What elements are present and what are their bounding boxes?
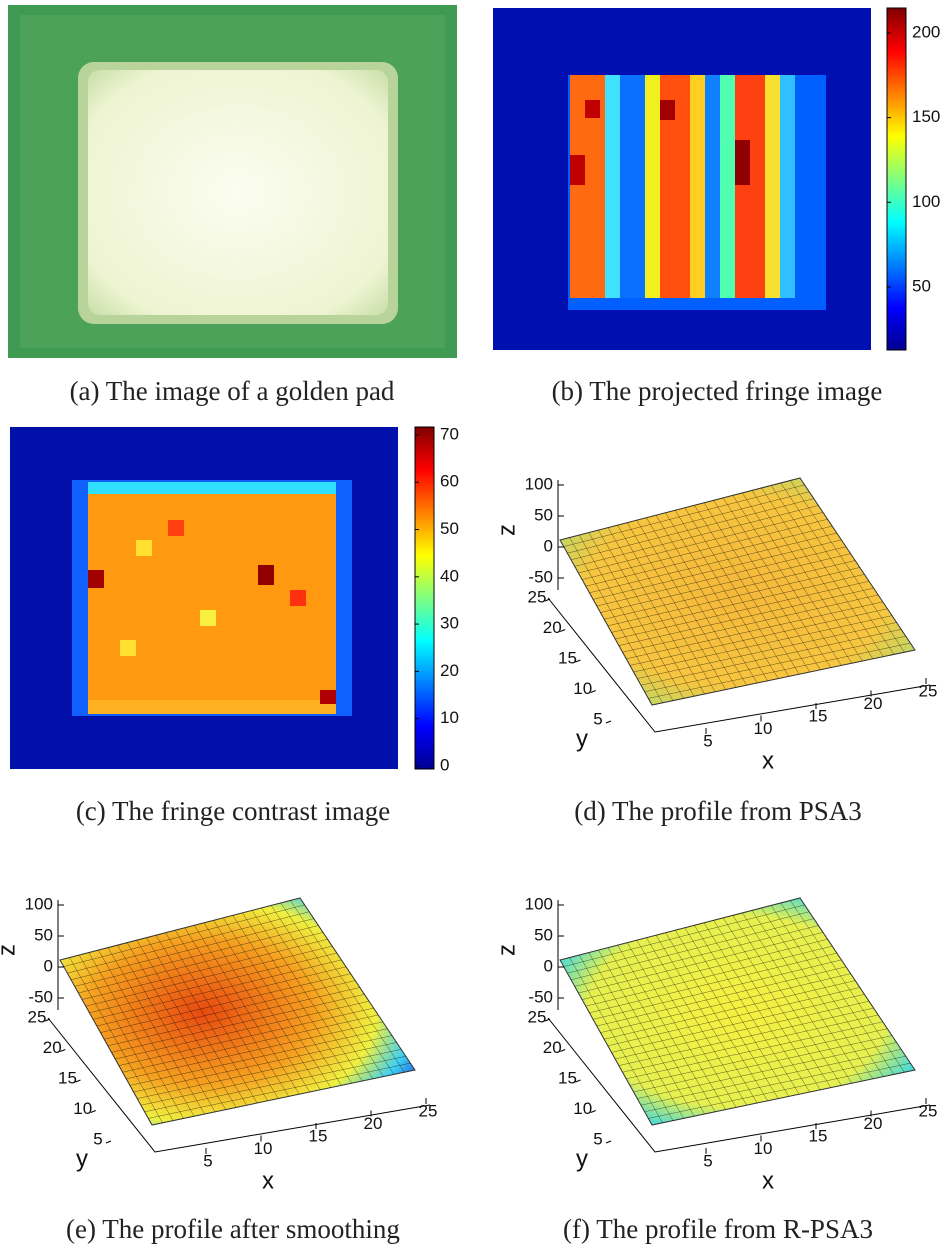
colorbar-tick-label: 60 (440, 472, 459, 491)
caption: (b) The projected fringe image (552, 376, 883, 406)
z-axis-label: z (0, 944, 20, 956)
x-tick-label: 15 (809, 706, 828, 725)
colorbar-tick-label: 200 (912, 22, 940, 41)
x-tick-label: 15 (809, 1126, 828, 1145)
surface (560, 478, 915, 705)
y-tick-label: 25 (28, 1007, 47, 1026)
y-tick-label: 15 (58, 1068, 77, 1087)
z-axis-label: z (493, 524, 520, 536)
z-axis-label: z (493, 944, 520, 956)
colorbar (887, 8, 906, 350)
colorbar-tick-label: 40 (440, 566, 459, 585)
colorbar-tick-label: 30 (440, 614, 459, 633)
z-tick-label: 100 (525, 474, 553, 493)
y-tick-label: 15 (558, 648, 577, 667)
y-tick-label: 10 (573, 1099, 592, 1118)
y-tick-label: 20 (543, 618, 562, 637)
y-tick-label: 25 (528, 1007, 547, 1026)
x-axis-label: x (762, 747, 774, 774)
colorbar-tick-label: 100 (912, 192, 940, 211)
colorbar-tick-label: 0 (440, 755, 449, 774)
colorbar-tick-label: 20 (440, 661, 459, 680)
z-tick-label: -50 (528, 987, 553, 1006)
y-tick-label: 5 (593, 709, 602, 728)
x-tick-label: 5 (703, 1151, 712, 1170)
z-tick-label: 0 (44, 956, 53, 975)
x-tick-label: 5 (703, 731, 712, 750)
x-tick-label: 10 (754, 1139, 773, 1158)
x-tick-label: 20 (864, 694, 883, 713)
surface (60, 898, 415, 1125)
fringe-image (493, 8, 871, 350)
y-tick-label: 10 (573, 679, 592, 698)
contrast-image (10, 427, 398, 769)
figure: (a) The image of a golden pad 5010015020… (0, 0, 944, 1248)
caption: (d) The profile from PSA3 (574, 796, 861, 826)
x-axis-label: x (762, 1167, 774, 1194)
x-tick-label: 15 (309, 1126, 328, 1145)
z-tick-label: -50 (28, 987, 53, 1006)
x-tick-label: 20 (364, 1114, 383, 1133)
y-axis-label: y (576, 1145, 588, 1172)
colorbar (415, 427, 434, 769)
y-tick-label: 5 (93, 1129, 102, 1148)
caption: (c) The fringe contrast image (76, 796, 390, 826)
z-tick-label: 50 (534, 505, 553, 524)
caption: (e) The profile after smoothing (66, 1214, 400, 1244)
pad-image (8, 5, 457, 358)
x-tick-label: 20 (864, 1114, 883, 1133)
colorbar-tick-label: 70 (440, 424, 459, 443)
y-tick-label: 20 (543, 1038, 562, 1057)
colorbar-tick-label: 50 (440, 519, 459, 538)
colorbar-tick-label: 10 (440, 708, 459, 727)
z-tick-label: -50 (528, 567, 553, 586)
tick-mark (606, 1141, 611, 1143)
y-axis-label: y (76, 1145, 88, 1172)
z-tick-label: 100 (525, 894, 553, 913)
y-tick-label: 20 (43, 1038, 62, 1057)
surface-plot: -50050100510152025510152025xyz (493, 474, 937, 774)
x-tick-label: 25 (919, 1101, 938, 1120)
caption: (f) The profile from R-PSA3 (563, 1214, 873, 1244)
y-tick-label: 10 (73, 1099, 92, 1118)
x-axis-label: x (262, 1167, 274, 1194)
y-tick-label: 25 (528, 587, 547, 606)
z-tick-label: 50 (34, 925, 53, 944)
y-tick-label: 15 (558, 1068, 577, 1087)
colorbar-tick-label: 50 (912, 276, 931, 295)
z-tick-label: 50 (534, 925, 553, 944)
x-tick-label: 10 (254, 1139, 273, 1158)
tick-mark (606, 721, 611, 723)
tick-mark (106, 1141, 111, 1143)
colorbar-tick-label: 150 (912, 107, 940, 126)
x-tick-label: 5 (203, 1151, 212, 1170)
surface (560, 898, 915, 1125)
z-tick-label: 100 (25, 894, 53, 913)
z-tick-label: 0 (544, 536, 553, 555)
caption: (a) The image of a golden pad (70, 376, 395, 406)
z-tick-label: 0 (544, 956, 553, 975)
x-tick-label: 25 (419, 1101, 438, 1120)
y-tick-label: 5 (593, 1129, 602, 1148)
y-axis-label: y (576, 725, 588, 752)
x-tick-label: 10 (754, 719, 773, 738)
x-tick-label: 25 (919, 681, 938, 700)
